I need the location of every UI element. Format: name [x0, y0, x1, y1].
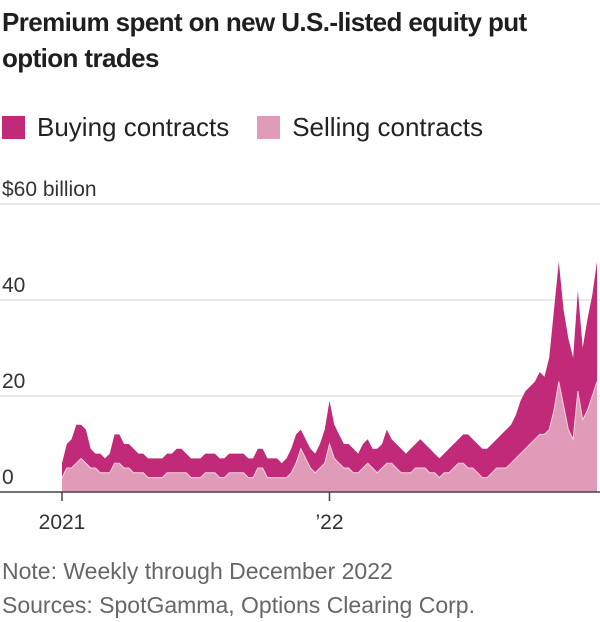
- x-tick-label-0: 2021: [39, 511, 86, 534]
- footer-sources: Sources: SpotGamma, Options Clearing Cor…: [2, 592, 475, 618]
- y-tick-label-60: $60 billion: [2, 178, 97, 201]
- y-tick-label-20: 20: [2, 370, 25, 393]
- footer-note: Note: Weekly through December 2022: [2, 558, 393, 584]
- legend-swatch-selling: [257, 115, 281, 139]
- y-tick-label-0: 0: [2, 466, 14, 489]
- legend-item-buying: Buying contracts: [2, 112, 229, 143]
- area-buying-contracts: [62, 261, 597, 492]
- x-tick-label-56: ’22: [315, 511, 343, 534]
- legend-item-selling: Selling contracts: [257, 112, 483, 143]
- legend-label-buying: Buying contracts: [37, 111, 230, 142]
- y-tick-label-40: 40: [2, 274, 25, 297]
- selling-contracts-edge: [61, 381, 598, 479]
- chart-title: Premium spent on new U.S.-listed equity …: [2, 7, 527, 73]
- chart-legend: Buying contracts Selling contracts: [2, 110, 511, 144]
- area-chart: $60 billion 40 20 0 2021 ’22: [0, 178, 600, 534]
- legend-swatch-buying: [2, 115, 25, 139]
- legend-label-selling: Selling contracts: [292, 111, 483, 142]
- area-selling-contracts: [62, 381, 597, 492]
